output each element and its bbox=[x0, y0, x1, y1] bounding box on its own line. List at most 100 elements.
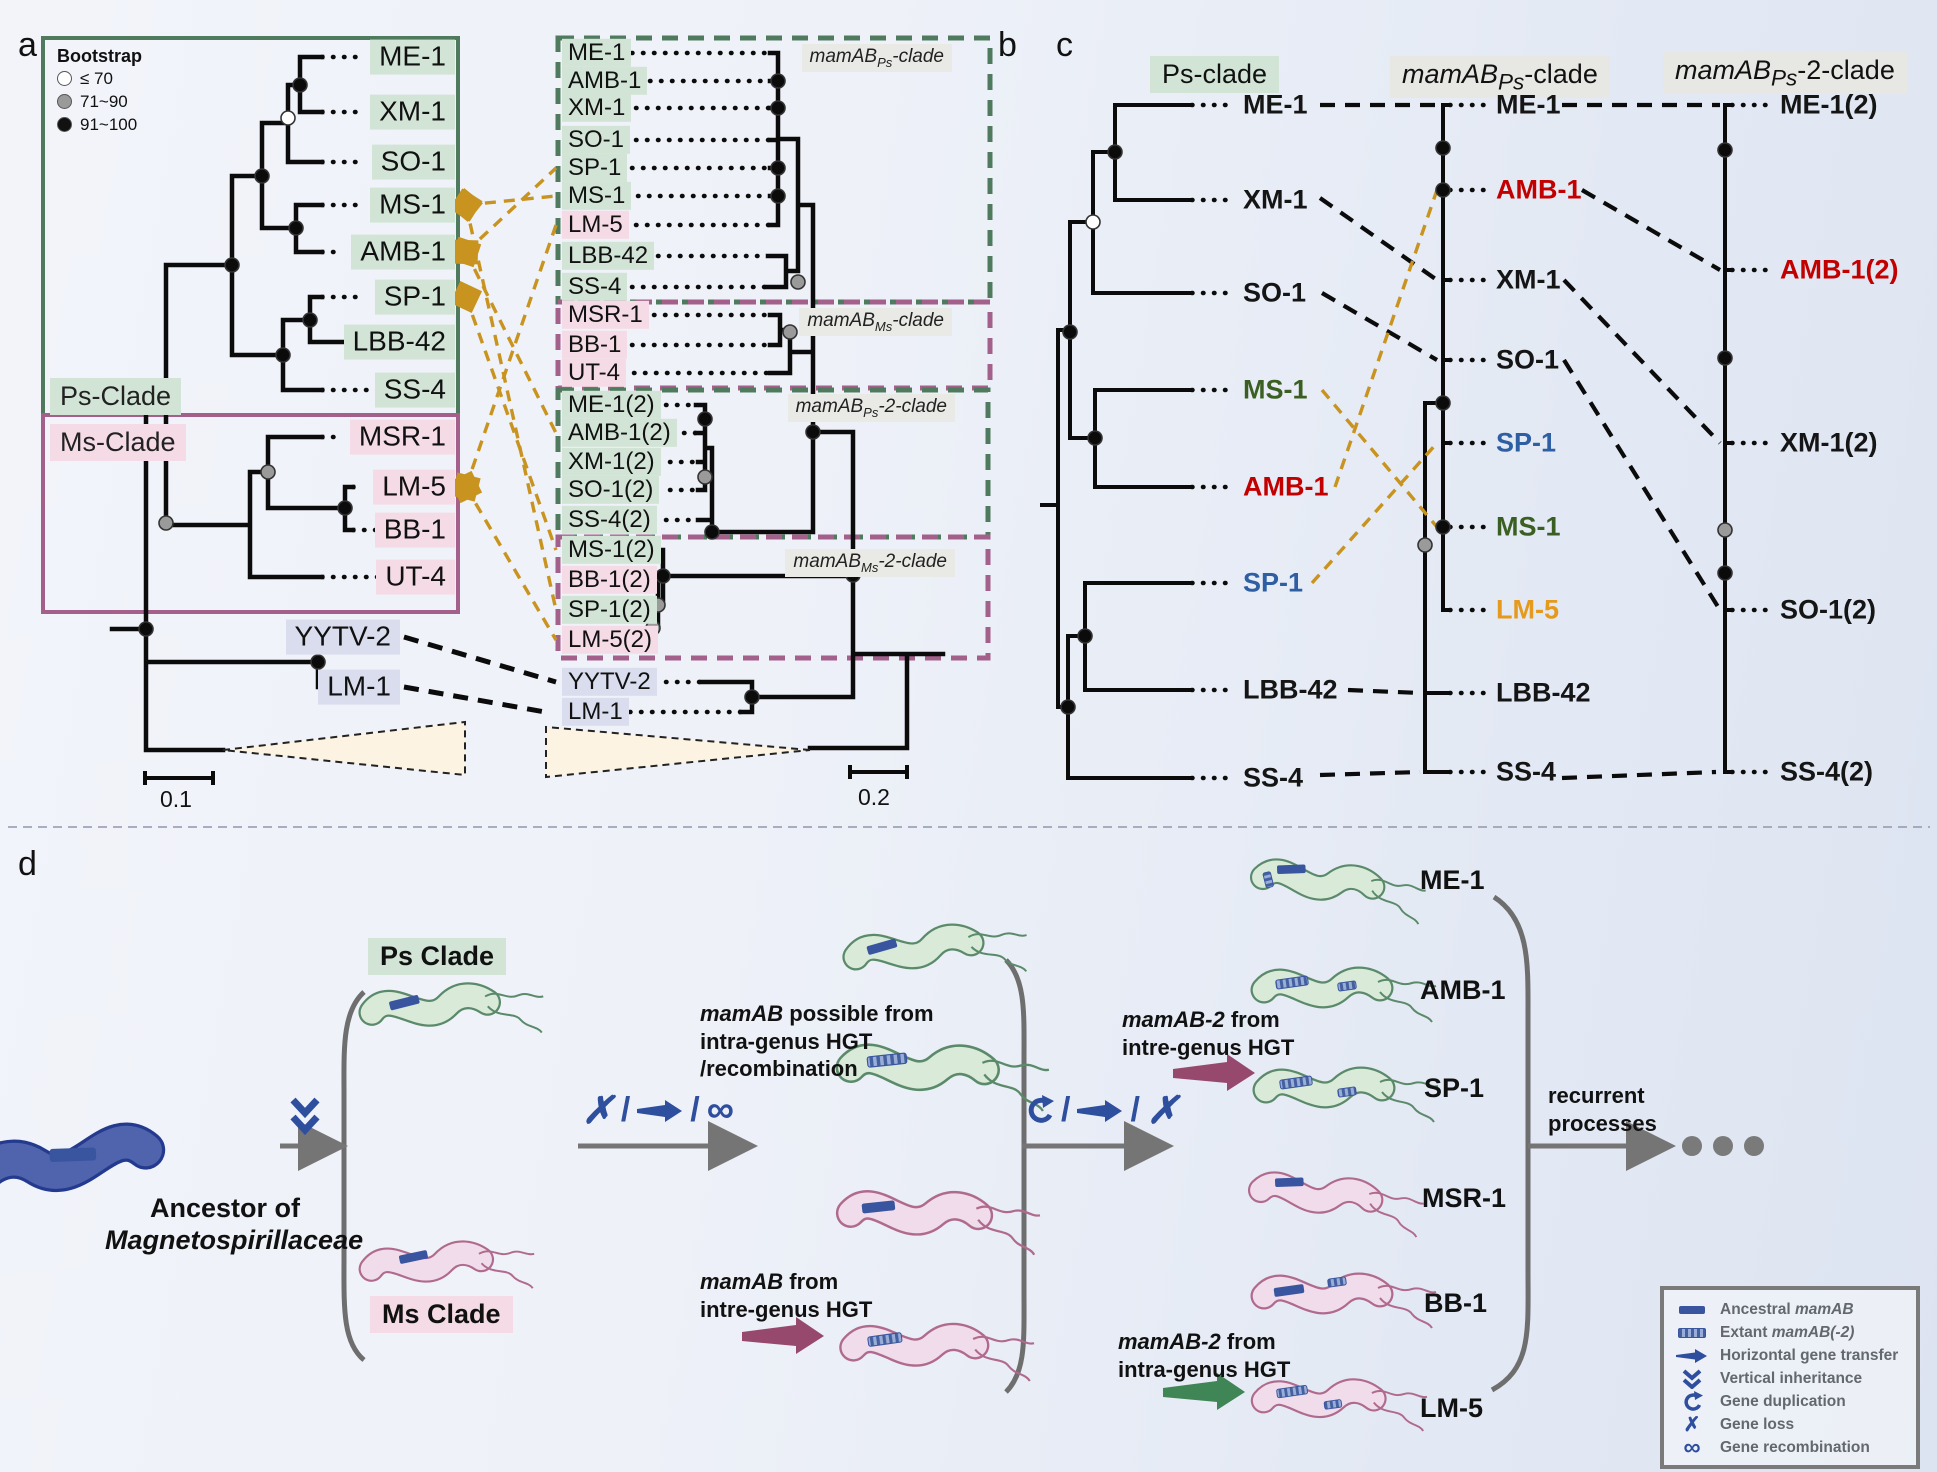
ps-clade-label: Ps-Clade bbox=[50, 378, 182, 415]
bacterium-illustration bbox=[835, 1043, 1050, 1112]
tree-tip-label-b-SP-1(2): SP-1(2) bbox=[562, 595, 657, 625]
collapsed-outgroup-triangle-b bbox=[545, 725, 811, 779]
bacterium-illustration bbox=[1250, 1378, 1428, 1432]
tree-tip-label-b-SS-4(2): SS-4(2) bbox=[562, 505, 657, 535]
tanglegram-label-col2-SO-1: SO-1 bbox=[1496, 344, 1560, 375]
legend-item: ✗ Gene loss bbox=[1672, 1413, 1910, 1436]
tree-tip-label-b-MS-1: MS-1 bbox=[562, 181, 632, 211]
ms-clade-label: Ms-Clade bbox=[50, 424, 186, 461]
slash: / bbox=[1130, 1091, 1140, 1129]
tree-tip-label-b-XM-1(2): XM-1(2) bbox=[562, 447, 661, 477]
tree-tip-label-a-SO-1: SO-1 bbox=[371, 144, 455, 180]
strain-label-LM-5: LM-5 bbox=[1420, 1393, 1483, 1423]
tree-tip-label-a-BB-1: BB-1 bbox=[374, 512, 455, 548]
bacterium-illustration bbox=[1249, 858, 1426, 925]
legend-item-label: Gene duplication bbox=[1720, 1392, 1846, 1410]
green-hgt-arrow bbox=[1163, 1373, 1245, 1410]
panel-b-tree bbox=[545, 35, 993, 779]
ancestor-label-line1: Ancestor of bbox=[149, 1193, 301, 1223]
clade-split-bracket bbox=[341, 990, 366, 1362]
tree-tip-label-b-LM-5(2): LM-5(2) bbox=[562, 625, 659, 655]
maroon-hgt-arrow-2 bbox=[1173, 1054, 1255, 1091]
gene-recombination-icon: ∞ bbox=[1683, 1433, 1701, 1461]
mamab-ms2-clade-box bbox=[555, 534, 991, 661]
mamab-clade-box-label-2: mamABPs-2-clade bbox=[787, 394, 955, 422]
mamab-clade-box-label-0: mamABPs-clade bbox=[801, 44, 952, 72]
ms-clade-box bbox=[41, 413, 460, 614]
mamab-clade-box-label-1: mamABMs-clade bbox=[799, 308, 952, 336]
strain-label-MSR-1: MSR-1 bbox=[1422, 1183, 1507, 1213]
strain-label-AMB-1: AMB-1 bbox=[1420, 975, 1506, 1005]
slash: / bbox=[690, 1091, 700, 1129]
tree-tip-label-b-LM-5: LM-5 bbox=[562, 210, 629, 240]
scalebar-a-label: 0.1 bbox=[160, 786, 192, 812]
bacterium-illustration bbox=[1250, 1272, 1437, 1329]
tree-tip-label-a-ME-1: ME-1 bbox=[370, 39, 455, 75]
tanglegram-label-col1-ME-1: ME-1 bbox=[1243, 89, 1308, 120]
tree-tip-label-b-AMB-1: AMB-1 bbox=[562, 66, 648, 96]
black-circle-icon bbox=[57, 117, 72, 132]
collapsed-outgroup-triangle bbox=[222, 720, 466, 777]
bacterium-illustration bbox=[1252, 1066, 1439, 1123]
tree-tip-label-b-MS-1(2): MS-1(2) bbox=[562, 535, 661, 565]
tree-tip-label-a-SS-4: SS-4 bbox=[374, 372, 455, 408]
scalebar-a bbox=[143, 771, 215, 785]
gray-circle-icon bbox=[57, 94, 72, 109]
tanglegram-label-col1-XM-1: XM-1 bbox=[1243, 184, 1308, 215]
tree-tip-label-b-SO-1(2): SO-1(2) bbox=[562, 475, 660, 505]
scalebar-b-label: 0.2 bbox=[858, 784, 890, 810]
hgt-arrow-icon bbox=[1077, 1099, 1123, 1122]
legend-item-label: Gene loss bbox=[1720, 1415, 1795, 1433]
strain-label-SP-1: SP-1 bbox=[1424, 1073, 1485, 1103]
bacterium-illustration bbox=[1250, 966, 1437, 1023]
annotation-hgt3: mamAB-2 from intre-genus HGT bbox=[1122, 1007, 1295, 1060]
tanglegram-label-col1-AMB-1: AMB-1 bbox=[1243, 471, 1329, 502]
tanglegram-label-col2-AMB-1: AMB-1 bbox=[1496, 174, 1582, 205]
tree-tip-label-a-SP-1: SP-1 bbox=[374, 279, 455, 315]
legend-item-label: Vertical inheritance bbox=[1720, 1369, 1863, 1387]
hgt-arrow-icon bbox=[637, 1099, 683, 1122]
ancestor-label-line2: Magnetospirillaceae bbox=[105, 1225, 364, 1256]
panel-letter-b: b bbox=[998, 26, 1017, 64]
legend-item-label: Extant mamAB(-2) bbox=[1720, 1323, 1855, 1341]
maroon-hgt-arrow-1 bbox=[742, 1317, 824, 1354]
tanglegram-label-col3-XM-1(2): XM-1(2) bbox=[1780, 427, 1878, 458]
scalebar-b bbox=[848, 765, 909, 779]
tree-tip-label-b-BB-1: BB-1 bbox=[562, 330, 628, 360]
tree-tip-label-b-SP-1: SP-1 bbox=[562, 153, 628, 183]
tanglegram-label-col3-SS-4(2): SS-4(2) bbox=[1780, 756, 1874, 787]
tree-tip-label-a-LM-5: LM-5 bbox=[373, 469, 455, 505]
tanglegram-label-col2-SP-1: SP-1 bbox=[1496, 427, 1557, 458]
ancestor-label: Ancestor of Magnetospirillaceae bbox=[105, 1192, 364, 1257]
ms-clade-chip-d: Ms Clade bbox=[370, 1296, 513, 1333]
vertical-inheritance-icon bbox=[290, 1097, 320, 1136]
tree-tip-label-a-XM-1: XM-1 bbox=[370, 94, 455, 130]
bootstrap-node-circles bbox=[138, 73, 1733, 715]
tanglegram-label-col3-ME-1(2): ME-1(2) bbox=[1780, 89, 1878, 120]
panel-d-artwork bbox=[280, 894, 1676, 1410]
bacterium-illustration bbox=[839, 1322, 1035, 1382]
tree-tip-label-b-MSR-1: MSR-1 bbox=[562, 300, 649, 330]
ancestral-bar-icon bbox=[1672, 1305, 1712, 1314]
bacterium-illustration bbox=[358, 982, 544, 1034]
legend-item-label: Horizontal gene transfer bbox=[1720, 1346, 1899, 1364]
panel-letter-d: d bbox=[18, 845, 37, 883]
gene-duplication-icon bbox=[1028, 1094, 1054, 1123]
tanglegram-label-col1-MS-1: MS-1 bbox=[1243, 374, 1308, 405]
group-bracket-right bbox=[1490, 894, 1531, 1393]
legend-item-label: Gene recombination bbox=[1720, 1438, 1870, 1456]
transition-symbols-2: / / ✗ bbox=[1024, 1088, 1179, 1133]
tree-tip-label-a-MSR-1: MSR-1 bbox=[349, 419, 455, 455]
gene-duplication-icon bbox=[1672, 1390, 1712, 1413]
tanglegram-label-col1-SO-1: SO-1 bbox=[1243, 277, 1307, 308]
panel-letter-a: a bbox=[18, 26, 37, 64]
tree-tip-label-a-UT-4: UT-4 bbox=[376, 559, 455, 595]
tree-tip-label-a-LBB-42: LBB-42 bbox=[343, 324, 455, 360]
tanglegram-label-col1-SP-1: SP-1 bbox=[1243, 567, 1304, 598]
bootstrap-legend-title: Bootstrap bbox=[57, 46, 142, 66]
group-bracket-middle bbox=[1004, 958, 1027, 1394]
bacterium-illustration bbox=[1247, 1171, 1424, 1238]
ps-clade-chip-d: Ps Clade bbox=[368, 938, 507, 975]
gene-recombination-icon: ∞ bbox=[706, 1089, 734, 1131]
